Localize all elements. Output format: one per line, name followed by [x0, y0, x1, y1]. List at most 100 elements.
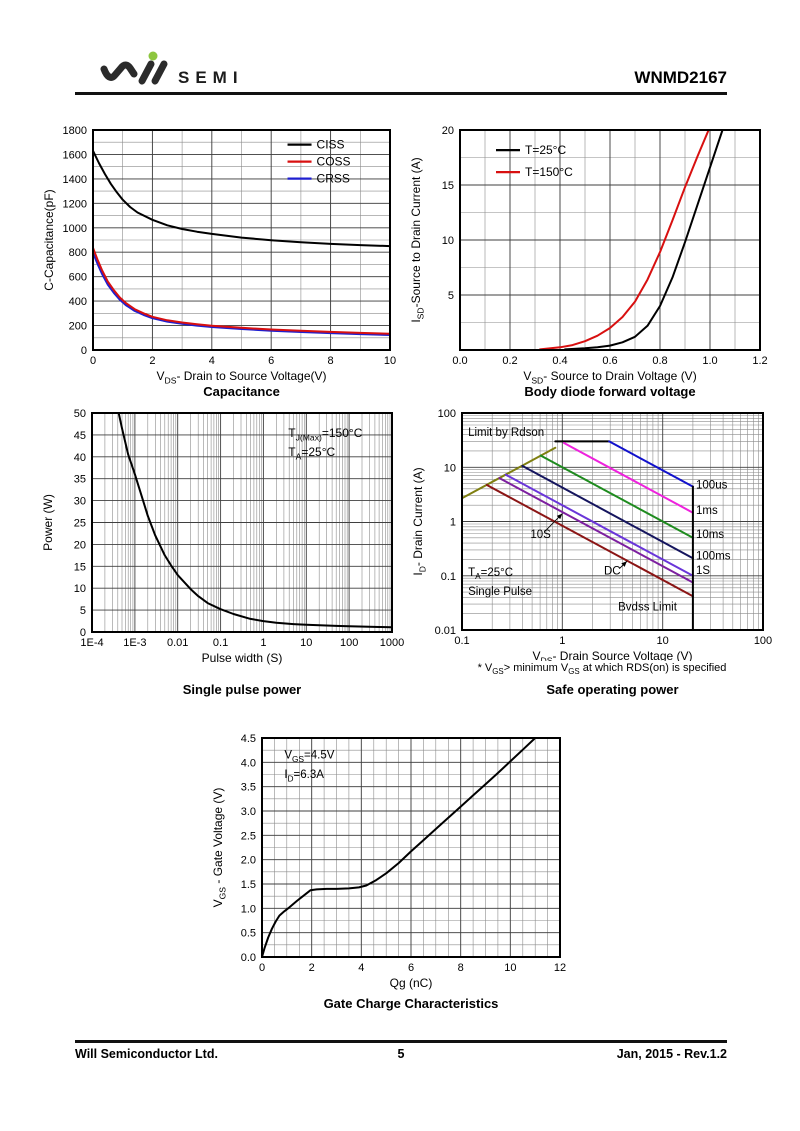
svg-text:TJ(Max)=150°C: TJ(Max)=150°C [288, 426, 362, 443]
caption-body-diode: Body diode forward voltage [524, 384, 696, 399]
svg-text:40: 40 [74, 452, 86, 464]
svg-text:1.0: 1.0 [241, 903, 256, 915]
svg-text:0.8: 0.8 [652, 355, 667, 367]
svg-text:2.0: 2.0 [241, 855, 256, 867]
footer: Will Semiconductor Ltd. 5 Jan, 2015 - Re… [75, 1047, 727, 1065]
caption-gate-charge: Gate Charge Characteristics [323, 996, 499, 1011]
svg-text:Single Pulse: Single Pulse [468, 586, 532, 598]
part-number: WNMD2167 [634, 68, 727, 87]
svg-text:TA=25°C: TA=25°C [468, 567, 513, 581]
svg-text:TA=25°C: TA=25°C [288, 445, 335, 462]
footer-company: Will Semiconductor Ltd. [75, 1047, 218, 1061]
svg-text:0: 0 [81, 345, 87, 357]
svg-text:4: 4 [358, 962, 364, 974]
chart-capacitance: 0 2 4 6 8 10 0 200 400 600 800 1000 1200 1400 1600 1800… [36, 116, 400, 389]
svg-text:CISS: CISS [317, 138, 345, 152]
svg-text:1E-4: 1E-4 [80, 637, 103, 649]
svg-text:C-Capacitance(pF): C-Capacitance(pF) [42, 189, 56, 290]
svg-text:6: 6 [268, 355, 274, 367]
brand-logo-icon [100, 51, 168, 85]
svg-text:35: 35 [74, 474, 86, 486]
svg-text:1.5: 1.5 [241, 879, 256, 891]
svg-text:10: 10 [300, 637, 312, 649]
footer-revision: Jan, 2015 - Rev.1.2 [616, 1047, 727, 1061]
brand-wave-stroke [100, 61, 138, 81]
svg-text:1.0: 1.0 [702, 355, 717, 367]
brand-slash-icon [151, 60, 168, 85]
svg-text:ID- Drain Current (A): ID- Drain Current (A) [411, 467, 428, 575]
svg-text:100: 100 [340, 637, 358, 649]
svg-text:Power (W): Power (W) [41, 494, 55, 551]
svg-text:Bvdss Limit: Bvdss Limit [618, 601, 678, 613]
svg-text:100us: 100us [696, 480, 728, 492]
svg-text:0.1: 0.1 [213, 637, 228, 649]
svg-text:45: 45 [74, 430, 86, 442]
svg-text:12: 12 [554, 962, 566, 974]
svg-text:0.01: 0.01 [435, 625, 456, 637]
svg-text:VDS- Drain Source Voltage (V): VDS- Drain Source Voltage (V) [532, 649, 692, 661]
svg-text:10: 10 [504, 962, 516, 974]
svg-text:15: 15 [442, 180, 454, 192]
svg-text:VGS - Gate Voltage (V): VGS - Gate Voltage (V) [211, 788, 228, 908]
svg-text:1600: 1600 [63, 149, 87, 161]
svg-text:0.0: 0.0 [452, 355, 467, 367]
brand-name: SEMI [178, 68, 244, 87]
chart-single-pulse-power: 1E-4 1E-3 0.01 0.1 1 10 100 1000 0 5 10 15 20 25 30 35 4… [36, 399, 404, 672]
svg-text:DC: DC [604, 566, 621, 578]
svg-text:2: 2 [309, 962, 315, 974]
svg-text:25: 25 [74, 518, 86, 530]
svg-text:1E-3: 1E-3 [123, 637, 146, 649]
svg-text:8: 8 [328, 355, 334, 367]
svg-text:10: 10 [74, 583, 86, 595]
svg-text:0.4: 0.4 [552, 355, 567, 367]
svg-text:15: 15 [74, 561, 86, 573]
svg-text:30: 30 [74, 496, 86, 508]
svg-text:0.5: 0.5 [241, 928, 256, 940]
svg-text:1ms: 1ms [696, 505, 718, 517]
svg-text:3.0: 3.0 [241, 806, 256, 818]
svg-text:1200: 1200 [63, 198, 87, 210]
svg-text:600: 600 [69, 272, 87, 284]
svg-text:0.1: 0.1 [454, 635, 469, 647]
svg-text:Qg (nC): Qg (nC) [390, 976, 433, 990]
caption-single-pulse-power: Single pulse power [182, 682, 302, 697]
svg-text:50: 50 [74, 408, 86, 420]
svg-text:10: 10 [384, 355, 396, 367]
footer-page-number: 5 [397, 1047, 405, 1061]
chart-safe-operating-area: 0.1 1 10 100 0.01 0.1 1 10 100 VDS- Drain Source … [408, 399, 800, 666]
svg-text:VGS=4.5V: VGS=4.5V [284, 749, 334, 763]
svg-text:1800: 1800 [63, 125, 87, 137]
svg-text:800: 800 [69, 247, 87, 259]
svg-text:Limit by Rdson: Limit by Rdson [468, 427, 544, 439]
svg-text:4.5: 4.5 [241, 733, 256, 745]
svg-text:1.2: 1.2 [752, 355, 767, 367]
svg-text:10: 10 [657, 635, 669, 647]
chart-body-diode-forward-voltage: 0.0 0.2 0.4 0.6 0.8 1.0 1.2 5 10 15 20 VSD- Source … [408, 116, 798, 389]
svg-text:200: 200 [69, 321, 87, 333]
svg-text:100: 100 [438, 408, 456, 420]
svg-text:1000: 1000 [63, 223, 87, 235]
svg-text:1400: 1400 [63, 174, 87, 186]
svg-text:1000: 1000 [380, 637, 404, 649]
brand-dot-icon [148, 51, 158, 61]
svg-text:0.6: 0.6 [602, 355, 617, 367]
svg-text:20: 20 [74, 539, 86, 551]
svg-text:0: 0 [80, 627, 86, 639]
chart-gate-charge: 0 2 4 6 8 10 12 0.0 0.5 1.0 1.5 2.0 2.5 3.0 3.5 4.0 4.5 Q… [206, 724, 574, 999]
svg-text:4: 4 [209, 355, 215, 367]
svg-text:0: 0 [259, 962, 265, 974]
svg-text:0.2: 0.2 [502, 355, 517, 367]
footer-rule [75, 1040, 727, 1043]
svg-text:Pulse width (S): Pulse width (S) [202, 651, 283, 665]
svg-text:3.5: 3.5 [241, 782, 256, 794]
svg-text:0.0: 0.0 [241, 952, 256, 964]
svg-text:1: 1 [559, 635, 565, 647]
svg-text:1: 1 [260, 637, 266, 649]
svg-text:0: 0 [90, 355, 96, 367]
svg-text:VDS- Drain to Source Voltage(V: VDS- Drain to Source Voltage(V) [156, 369, 326, 384]
header-rule [75, 92, 727, 95]
svg-text:1S: 1S [696, 565, 710, 577]
svg-text:100: 100 [754, 635, 772, 647]
svg-text:0.1: 0.1 [441, 571, 456, 583]
svg-text:20: 20 [442, 125, 454, 137]
